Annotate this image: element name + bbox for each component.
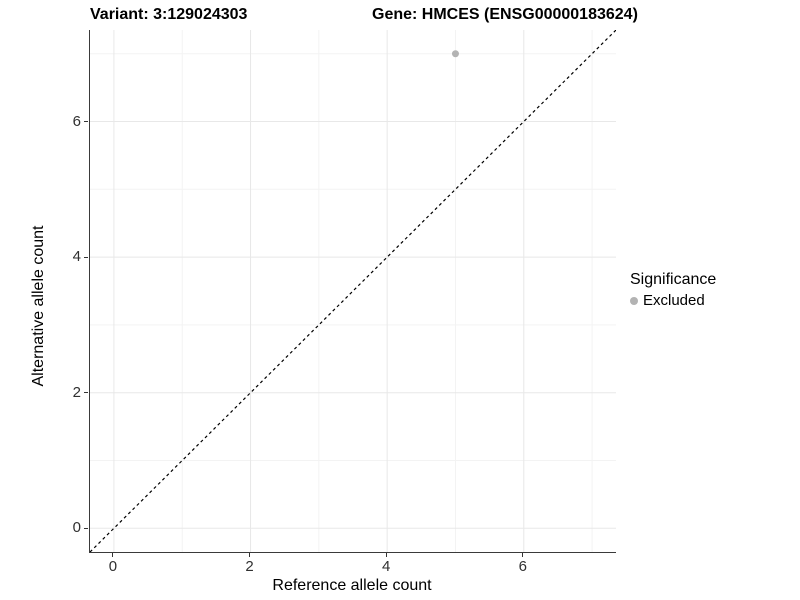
identity-line	[90, 30, 616, 552]
x-tick-mark	[522, 553, 524, 557]
x-tick-label: 4	[381, 558, 391, 575]
y-tick-mark	[84, 256, 88, 258]
x-axis-title: Reference allele count	[272, 577, 432, 594]
y-tick-label: 4	[72, 248, 81, 266]
plot-title-gene: Gene: HMCES (ENSG00000183624)	[372, 6, 638, 23]
legend: Significance Excluded	[630, 271, 716, 309]
y-tick-mark	[84, 392, 88, 394]
x-tick-mark	[112, 553, 114, 557]
data-point	[451, 50, 459, 58]
y-tick-label: 6	[72, 112, 81, 130]
plot-panel	[89, 30, 616, 553]
x-tick-label: 0	[108, 558, 118, 575]
legend-title: Significance	[630, 271, 717, 288]
y-axis-title: Alternative allele count	[30, 225, 47, 387]
y-tick-mark	[84, 121, 88, 123]
y-tick-label: 0	[72, 519, 81, 537]
legend-item: Excluded	[630, 292, 716, 309]
y-tick-label: 2	[72, 383, 81, 401]
x-tick-mark	[385, 553, 387, 557]
y-tick-mark	[84, 527, 88, 529]
plot-canvas	[90, 30, 616, 552]
x-tick-label: 2	[245, 558, 254, 575]
legend-point-icon	[630, 296, 638, 305]
plot-title-variant: Variant: 3:129024303	[90, 6, 248, 23]
x-tick-label: 6	[518, 558, 527, 575]
legend-item-label: Excluded	[643, 292, 705, 309]
legend-items: Excluded	[630, 292, 716, 309]
x-tick-mark	[249, 553, 251, 557]
